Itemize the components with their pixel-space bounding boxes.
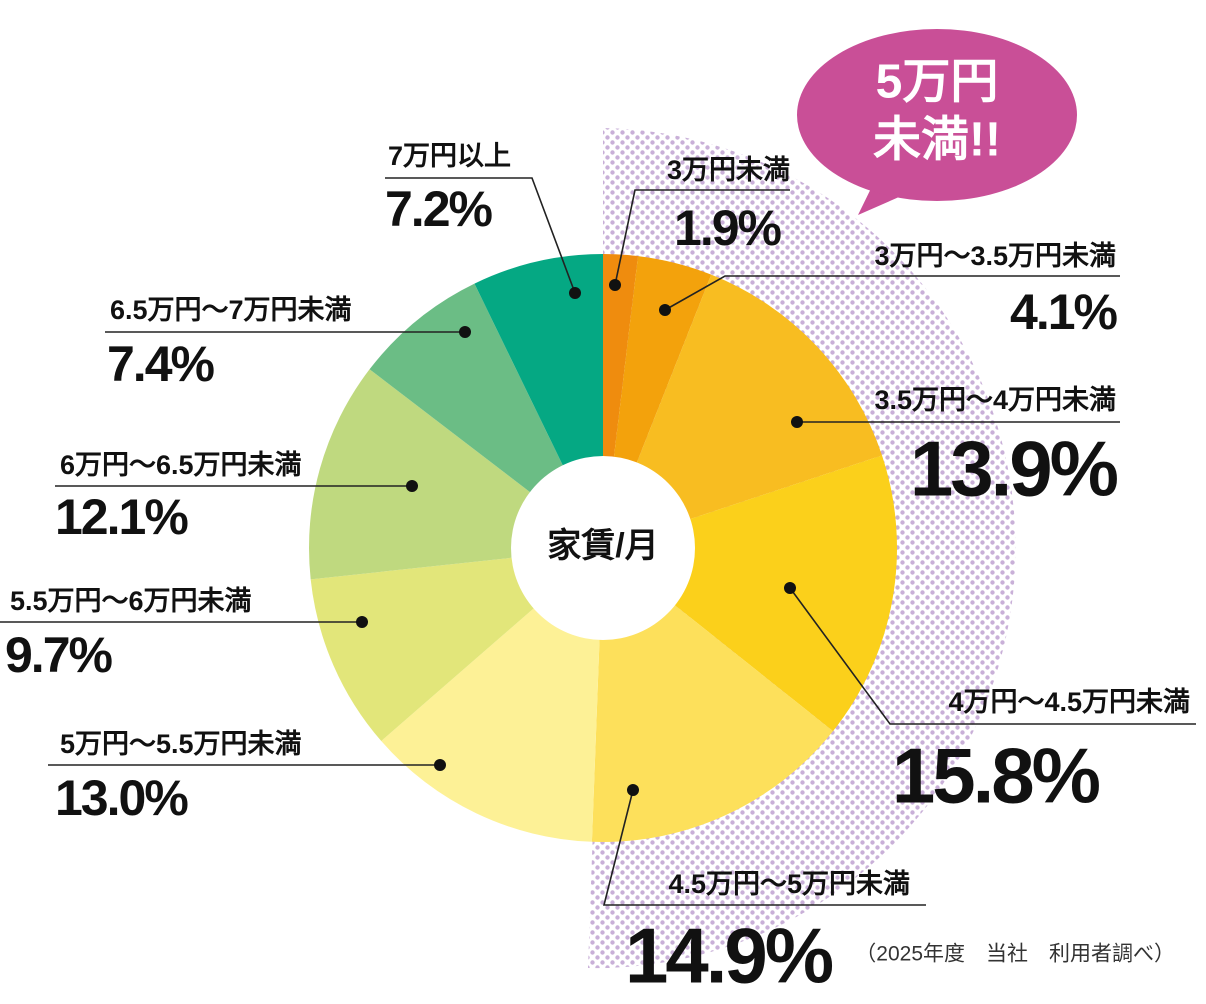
leader-line: [614, 189, 790, 286]
label-dot: [627, 784, 639, 796]
callout-text: 未満!!: [873, 114, 1001, 167]
leader-line: [385, 177, 576, 294]
category-label: 5.5万円～6万円未満: [10, 586, 252, 616]
leader-line: [789, 587, 1196, 725]
label-dot: [659, 304, 671, 316]
value-label: 13.9%: [910, 425, 1118, 513]
donut-hole: [511, 456, 695, 640]
value-label: 13.0%: [55, 770, 188, 826]
value-label: 1.9%: [674, 200, 782, 256]
category-label: 7万円以上: [388, 141, 511, 171]
category-label: 4.5万円～5万円未満: [668, 869, 910, 899]
category-label: 6万円～6.5万円未満: [60, 450, 302, 480]
callout-text: 5万円: [876, 56, 999, 109]
value-label: 14.9%: [625, 912, 833, 1000]
category-label: 3.5万円～4万円未満: [874, 385, 1116, 415]
category-label: 6.5万円～7万円未満: [110, 295, 352, 325]
value-label: 4.1%: [1010, 284, 1118, 340]
label-dot: [406, 480, 418, 492]
category-label: 3万円未満: [667, 155, 790, 185]
label-dot: [791, 416, 803, 428]
category-label: 4万円～4.5万円未満: [948, 687, 1190, 717]
category-label: 5万円～5.5万円未満: [60, 729, 302, 759]
labels: 3万円未満 1.9% 3万円～3.5万円未満 4.1% 3.5万円～4万円未満 13.9%…: [0, 141, 1196, 1000]
label-dot: [569, 287, 581, 299]
slice: [603, 274, 883, 548]
category-label: 3万円～3.5万円未満: [874, 241, 1116, 271]
label-dot: [784, 582, 796, 594]
value-label: 12.1%: [55, 489, 188, 545]
value-label: 7.2%: [385, 181, 493, 237]
value-label: 9.7%: [5, 627, 113, 683]
label-dot: [459, 326, 471, 338]
value-label: 15.8%: [892, 732, 1100, 820]
source-note: （2025年度 当社 利用者調べ）: [855, 943, 1175, 966]
callout-bubble: [797, 29, 1077, 201]
label-dot: [609, 279, 621, 291]
label-dot: [434, 759, 446, 771]
value-label: 7.4%: [107, 336, 215, 392]
label-dot: [356, 616, 368, 628]
leader-line: [664, 275, 1120, 311]
center-label: 家賃/月: [547, 527, 658, 565]
callout: 5万円 未満!!: [797, 29, 1077, 215]
leader-line: [602, 789, 926, 906]
